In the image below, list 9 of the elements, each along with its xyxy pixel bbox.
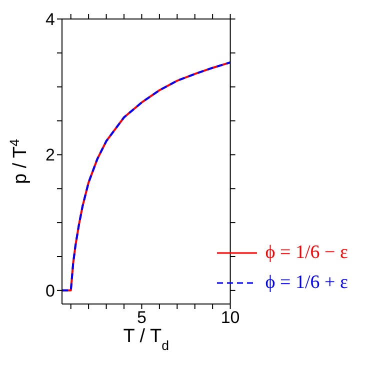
legend-label: ϕ = 1/6 − ε <box>265 241 348 265</box>
x-tick-label: 10 <box>220 308 240 328</box>
line-series <box>62 61 230 292</box>
x-axis-title: T / T$_{d}$ <box>123 326 170 352</box>
y-tick-label: 0 <box>46 281 55 300</box>
legend-label: ϕ = 1/6 + ε <box>265 271 348 295</box>
y-tick-label: 2 <box>46 146 55 165</box>
x-tick-label: 5 <box>136 308 146 328</box>
y-tick-label: 4 <box>46 10 55 30</box>
